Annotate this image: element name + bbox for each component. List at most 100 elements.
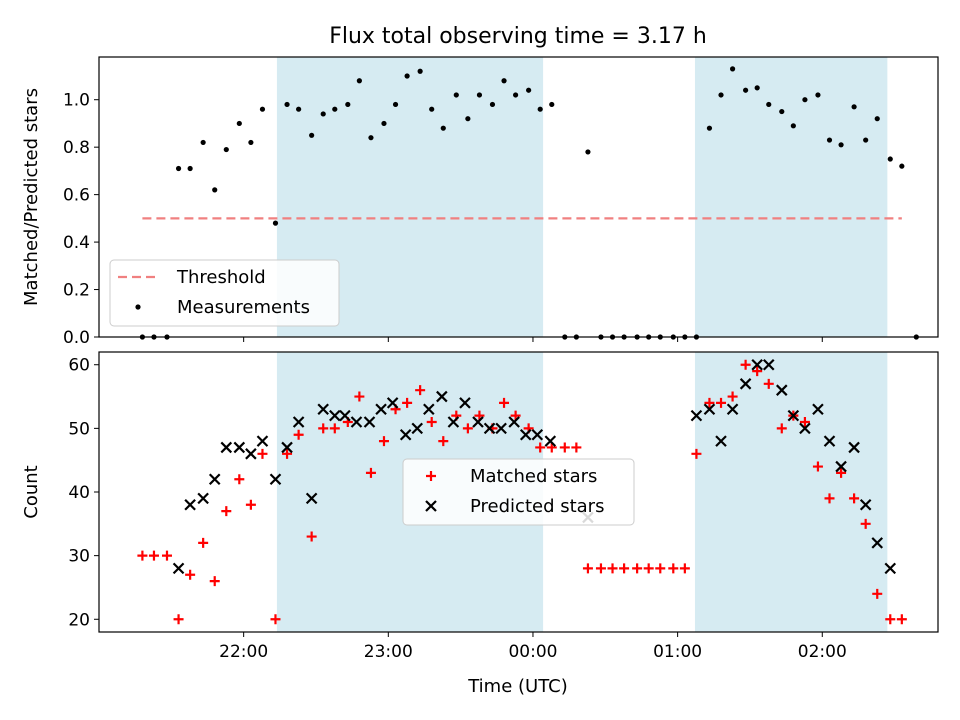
y-tick-label: 1.0 — [63, 91, 90, 111]
predicted-star-point — [775, 384, 788, 396]
predicted-star-point — [459, 397, 471, 409]
measurement-point — [212, 187, 218, 193]
matched-star-point — [148, 550, 159, 561]
predicted-star-point — [245, 448, 257, 460]
y-tick-label: 40 — [68, 483, 90, 503]
matched-star-point — [655, 563, 666, 574]
measurement-point — [332, 106, 338, 112]
predicted-star-point — [690, 409, 703, 422]
matched-star-point — [632, 563, 643, 574]
x-tick-label: 01:00 — [653, 642, 702, 662]
predicted-star-point — [220, 441, 233, 454]
legend-box — [109, 259, 340, 327]
measurement-point — [887, 156, 893, 162]
matched-star-point — [727, 391, 738, 402]
matched-star-point — [763, 378, 774, 389]
matched-star-point — [704, 397, 715, 408]
predicted-star-point — [884, 562, 897, 575]
matched-star-point — [173, 614, 184, 625]
measurement-point — [874, 116, 880, 122]
predicted-star-point — [399, 428, 412, 441]
measurement-point — [802, 97, 808, 103]
predicted-star-point — [848, 441, 860, 454]
matched-star-point — [462, 423, 473, 434]
measurement-point — [320, 111, 326, 117]
predicted-star-point — [544, 435, 557, 447]
matched-star-point — [426, 417, 437, 427]
predicted-star-point — [726, 403, 739, 416]
y-tick-label: 0.2 — [63, 281, 90, 301]
predicted-star-point — [519, 428, 532, 441]
matched-star-point — [595, 563, 606, 574]
predicted-star-point — [751, 358, 763, 371]
plot-frame — [98, 56, 939, 338]
matched-star-point — [257, 448, 268, 459]
predicted-star-point — [269, 473, 282, 486]
x-tick-label: 22:00 — [219, 642, 268, 662]
legend-label: Predicted stars — [470, 496, 604, 517]
predicted-star-point — [233, 441, 246, 454]
predicted-star-point — [835, 460, 847, 473]
predicted-star-point — [292, 416, 305, 428]
matched-star-point — [293, 429, 304, 440]
matched-star-point — [438, 436, 449, 447]
legend-swatch-x — [425, 500, 437, 512]
matched-star-point — [643, 563, 654, 574]
predicted-star-point — [799, 422, 811, 435]
matched-star-point — [535, 442, 546, 453]
measurement-point — [838, 142, 844, 148]
predicted-star-point — [172, 562, 185, 575]
measurement-point — [729, 66, 736, 72]
matched-star-point — [185, 569, 196, 580]
predicted-star-point — [436, 390, 448, 403]
measurement-point — [187, 165, 193, 172]
matched-star-point — [209, 576, 220, 587]
measurement-point — [585, 149, 591, 155]
x-axis-label: Time (UTC) — [467, 676, 568, 697]
matched-star-point — [474, 410, 485, 421]
measurement-point — [863, 137, 869, 143]
predicted-star-point — [871, 537, 884, 549]
measurement-point — [200, 139, 206, 146]
measurement-point — [815, 92, 821, 98]
matched-star-point — [776, 423, 787, 434]
measurement-point — [513, 92, 519, 98]
measurement-point — [706, 125, 713, 131]
matched-star-point — [282, 448, 293, 459]
y-tick-label: 30 — [68, 547, 90, 567]
measurement-point — [790, 123, 796, 129]
measurement-point — [417, 68, 423, 74]
measurement-point — [381, 120, 387, 127]
matched-star-point — [896, 614, 907, 625]
matched-star-point — [582, 563, 593, 574]
measurement-point — [259, 106, 266, 112]
matched-star-point — [571, 442, 582, 453]
shaded-interval — [694, 57, 888, 337]
measurement-point — [537, 106, 543, 112]
measurement-point — [345, 101, 351, 108]
matched-star-point — [161, 550, 172, 561]
legend-box — [402, 458, 635, 526]
matched-star-point — [691, 448, 702, 459]
measurement-point — [368, 135, 374, 141]
measurement-point — [429, 106, 435, 112]
predicted-star-point — [197, 492, 209, 505]
matched-star-point — [198, 537, 209, 548]
predicted-star-point — [739, 378, 752, 390]
matched-star-point — [221, 506, 232, 517]
y-axis-label: Matched/Predicted stars — [21, 88, 42, 306]
y-tick-label: 20 — [68, 610, 90, 630]
measurement-point — [501, 78, 507, 84]
y-axis-label: Count — [21, 465, 42, 518]
predicted-star-point — [447, 416, 460, 428]
matched-star-point — [799, 417, 810, 427]
measurement-point — [779, 108, 785, 115]
predicted-star-point — [762, 358, 775, 371]
predicted-star-point — [305, 492, 318, 505]
measurement-point — [392, 101, 399, 108]
predicted-star-point — [386, 397, 399, 409]
predicted-star-point — [812, 403, 824, 416]
measurement-point — [754, 85, 760, 91]
count-panel: 20 30 40 50 60 22:00 23:00 00:00 01:00 02:00 Count… — [21, 351, 939, 662]
predicted-star-point — [281, 441, 293, 454]
